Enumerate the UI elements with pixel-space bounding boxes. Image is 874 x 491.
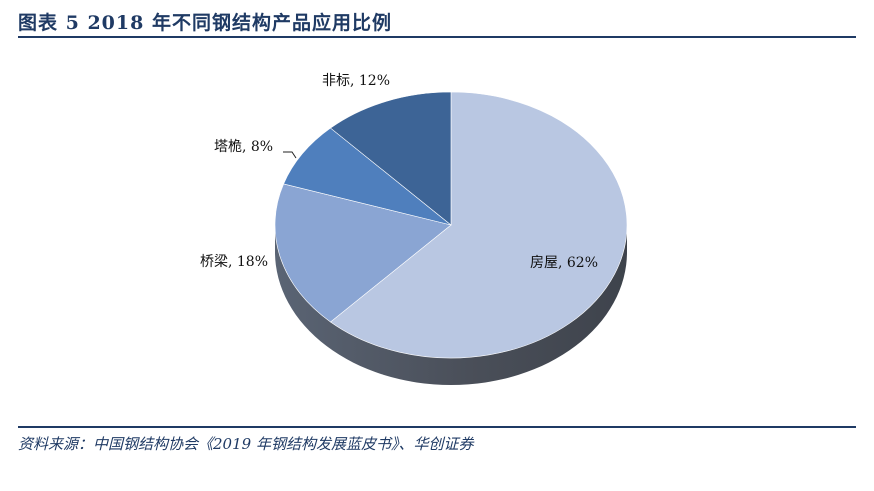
slice-label-bridge: 桥梁, 18% — [200, 254, 268, 270]
pie-slice-nonstandard — [330, 91, 452, 226]
pie-slice-house — [330, 91, 628, 359]
pie-slices — [274, 91, 628, 359]
slice-label-nonstandard: 非标, 12% — [322, 73, 390, 89]
pie-slice-bridge — [274, 183, 452, 323]
pie-labels: 房屋, 62% 桥梁, 18% 塔桅, 8% 非标, 12% — [200, 73, 598, 271]
leader-line-tower — [283, 151, 297, 159]
pie-slice-tower — [283, 127, 452, 226]
slice-label-tower: 塔桅, 8% — [214, 138, 273, 155]
pie-depth — [275, 225, 627, 385]
source-note: 资料来源：中国钢结构协会《2019 年钢结构发展蓝皮书》、华创证券 — [18, 435, 474, 453]
title-divider — [18, 36, 856, 38]
pie-side-wall — [275, 225, 627, 385]
footer-divider — [18, 426, 856, 428]
chart-title: 图表 5 2018 年不同钢结构产品应用比例 — [18, 12, 392, 34]
pie-leader-lines — [283, 151, 297, 159]
slice-label-house: 房屋, 62% — [530, 255, 598, 271]
